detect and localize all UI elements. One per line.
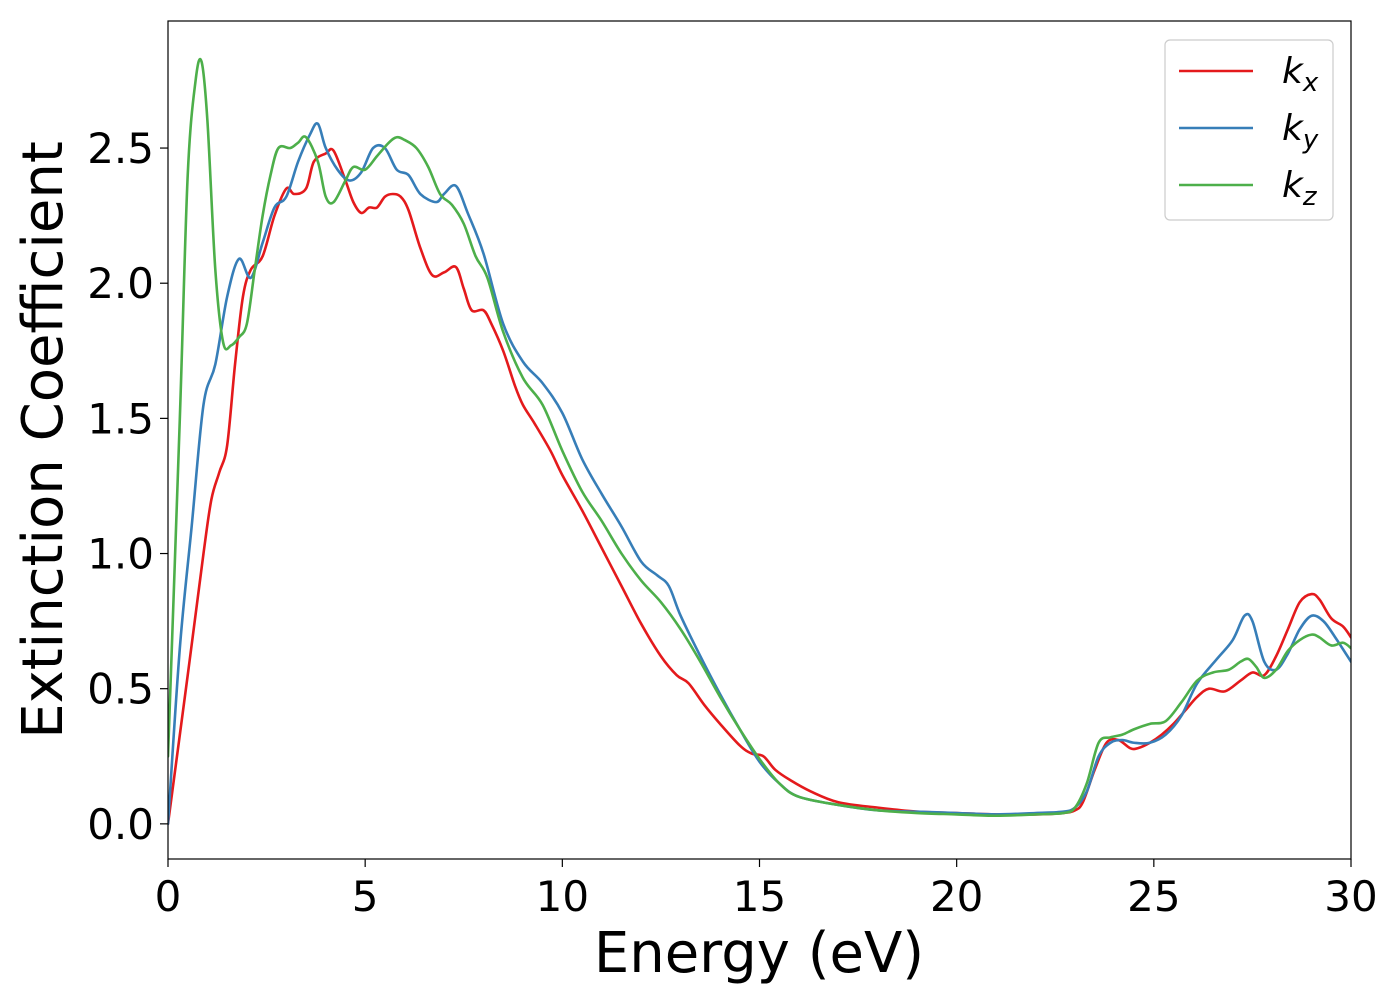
legend-label-x: kx: [1282, 51, 1319, 98]
series-layer: [168, 57, 1351, 826]
x-tick-label: 10: [536, 872, 589, 921]
x-tick-label: 5: [352, 872, 379, 921]
legend-box: [1164, 39, 1334, 221]
y-axis-label: Extinction Coefficient: [11, 141, 76, 739]
x-tick-label: 15: [733, 872, 786, 921]
y-tick-label: 0.0: [87, 800, 154, 849]
y-axis: 0.0 0.5 1.0 1.5 2.0 2.5: [87, 124, 168, 849]
x-tick-label: 0: [155, 872, 182, 921]
series-line-y: [168, 121, 1351, 826]
x-axis: 0 5 10 15 20 25 30: [155, 859, 1378, 921]
y-tick-label: 1.5: [87, 394, 154, 443]
series-line-z: [168, 57, 1351, 818]
legend: kx ky kz: [1164, 39, 1334, 221]
x-axis-label: Energy (eV): [594, 921, 924, 986]
y-tick-label: 2.0: [87, 259, 154, 308]
legend-label-y: ky: [1282, 108, 1319, 155]
x-tick-label: 25: [1127, 872, 1180, 921]
y-tick-label: 2.5: [87, 124, 154, 173]
y-tick-label: 1.0: [87, 530, 154, 579]
y-tick-label: 0.5: [87, 665, 154, 714]
x-tick-label: 20: [930, 872, 983, 921]
legend-label-z: kz: [1282, 165, 1318, 212]
plot-background: [168, 21, 1351, 859]
x-tick-label: 30: [1324, 872, 1377, 921]
